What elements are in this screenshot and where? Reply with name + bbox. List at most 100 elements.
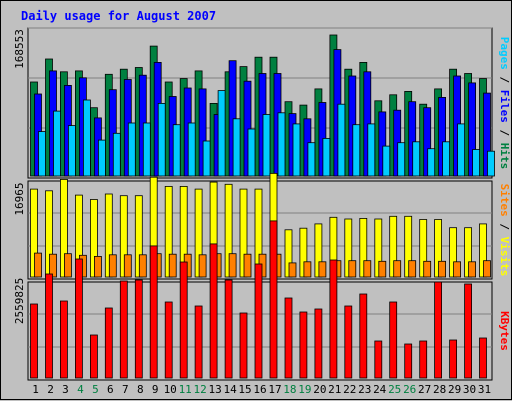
bar-pages-12 <box>202 140 211 177</box>
bar-kbytes-1 <box>30 303 38 379</box>
bar-pages-27 <box>427 148 436 177</box>
x-tick-label-6: 6 <box>107 383 114 396</box>
bar-files-30 <box>468 82 477 177</box>
x-tick-label-2: 2 <box>47 383 54 396</box>
bar-visits-5 <box>90 199 98 278</box>
x-tick-label-28: 28 <box>433 383 446 396</box>
bar-pages-2 <box>53 110 61 177</box>
bar-sites-3 <box>64 253 72 278</box>
bar-pages-7 <box>127 122 136 177</box>
x-tick-label-20: 20 <box>313 383 326 396</box>
panel-visits_sites: 16965 Sites / Visits <box>13 172 511 280</box>
bar-kbytes-31 <box>479 337 487 379</box>
legend-text: Sites / Visits <box>498 184 511 277</box>
bar-pages-20 <box>322 137 331 177</box>
x-tick-label-26: 26 <box>403 383 416 396</box>
y-tick-label-kbytes: 2559825 <box>13 278 26 324</box>
bar-sites-12 <box>198 254 207 278</box>
bar-kbytes-18 <box>284 297 293 379</box>
bar-pages-11 <box>187 122 196 177</box>
bar-pages-26 <box>412 141 421 177</box>
bar-kbytes-21 <box>329 259 338 379</box>
bar-sites-18 <box>288 262 297 278</box>
legend-text: Pages / Files / Hits <box>498 37 511 170</box>
x-tick-label-10: 10 <box>164 383 177 396</box>
bar-sites-26 <box>408 260 417 278</box>
bar-visits-1 <box>30 188 38 278</box>
x-tick-label-8: 8 <box>137 383 144 396</box>
bar-pages-18 <box>292 123 301 177</box>
bar-pages-8 <box>142 122 151 177</box>
x-tick-label-21: 21 <box>328 383 341 396</box>
bar-files-26 <box>408 101 417 177</box>
bar-pages-6 <box>112 132 121 177</box>
bar-pages-5 <box>98 139 106 177</box>
bar-visits-6 <box>104 193 113 278</box>
legend-entry-hits: Hits <box>498 143 511 170</box>
bar-kbytes-7 <box>119 280 128 379</box>
bar-pages-10 <box>172 124 181 177</box>
bar-visits-10 <box>164 185 173 278</box>
x-tick-label-1: 1 <box>32 383 39 396</box>
bar-pages-3 <box>68 125 76 177</box>
x-tick-label-19: 19 <box>298 383 311 396</box>
bar-kbytes-23 <box>359 293 368 379</box>
x-tick-label-7: 7 <box>122 383 129 396</box>
bar-sites-27 <box>423 260 432 278</box>
bar-visits-15 <box>239 188 248 278</box>
bar-kbytes-6 <box>104 307 113 379</box>
bar-visits-8 <box>134 195 143 278</box>
bar-kbytes-20 <box>314 308 323 379</box>
legend-entry-visits: Visits <box>498 237 511 277</box>
legend-entry-sites: Sites <box>498 184 511 217</box>
bar-pages-30 <box>472 149 481 177</box>
bar-pages-21 <box>337 103 346 177</box>
x-tick-label-29: 29 <box>448 383 461 396</box>
bar-pages-9 <box>157 103 166 177</box>
bar-visits-28 <box>434 219 443 278</box>
bar-kbytes-8 <box>134 279 143 379</box>
bar-files-12 <box>198 88 207 177</box>
x-tick-label-31: 31 <box>478 383 491 396</box>
bar-kbytes-9 <box>149 245 158 379</box>
series-kbytes <box>30 220 487 379</box>
bar-sites-25 <box>393 260 402 278</box>
x-tick-label-22: 22 <box>343 383 356 396</box>
bar-kbytes-22 <box>344 305 353 379</box>
bar-kbytes-16 <box>254 263 263 379</box>
bar-kbytes-24 <box>374 340 383 379</box>
bar-sites-24 <box>378 260 387 278</box>
x-tick-label-11: 11 <box>179 383 192 396</box>
bar-kbytes-25 <box>389 301 398 379</box>
bar-sites-15 <box>243 253 252 278</box>
series-files <box>34 49 491 177</box>
bar-files-6 <box>108 89 117 177</box>
bar-pages-14 <box>232 118 241 177</box>
bar-kbytes-17 <box>269 220 278 379</box>
bar-pages-23 <box>367 123 376 177</box>
bar-kbytes-26 <box>404 343 413 379</box>
bar-sites-31 <box>483 260 491 278</box>
x-tick-label-14: 14 <box>223 383 237 396</box>
chart-panels: 168553 Pages / Files / Hits 16965 Sites / V… <box>13 27 511 381</box>
x-tick-label-15: 15 <box>238 383 251 396</box>
bar-kbytes-4 <box>75 258 83 379</box>
legend-entry-kbytes: KBytes <box>498 311 511 351</box>
bar-kbytes-14 <box>224 279 233 379</box>
panel-hits_files_pages: 168553 Pages / Files / Hits <box>13 27 511 179</box>
bar-files-28 <box>438 97 447 177</box>
series-pages <box>38 90 495 177</box>
bar-visits-31 <box>479 223 487 278</box>
bar-pages-28 <box>442 141 451 177</box>
bar-sites-30 <box>468 261 477 278</box>
bar-sites-10 <box>168 253 177 278</box>
bar-kbytes-30 <box>464 283 473 379</box>
bar-visits-12 <box>194 188 203 278</box>
bar-pages-16 <box>262 114 271 177</box>
bar-sites-7 <box>123 254 132 278</box>
bar-sites-6 <box>108 254 117 278</box>
bar-pages-22 <box>352 124 361 177</box>
bar-pages-17 <box>277 112 286 177</box>
bar-sites-5 <box>94 255 102 278</box>
